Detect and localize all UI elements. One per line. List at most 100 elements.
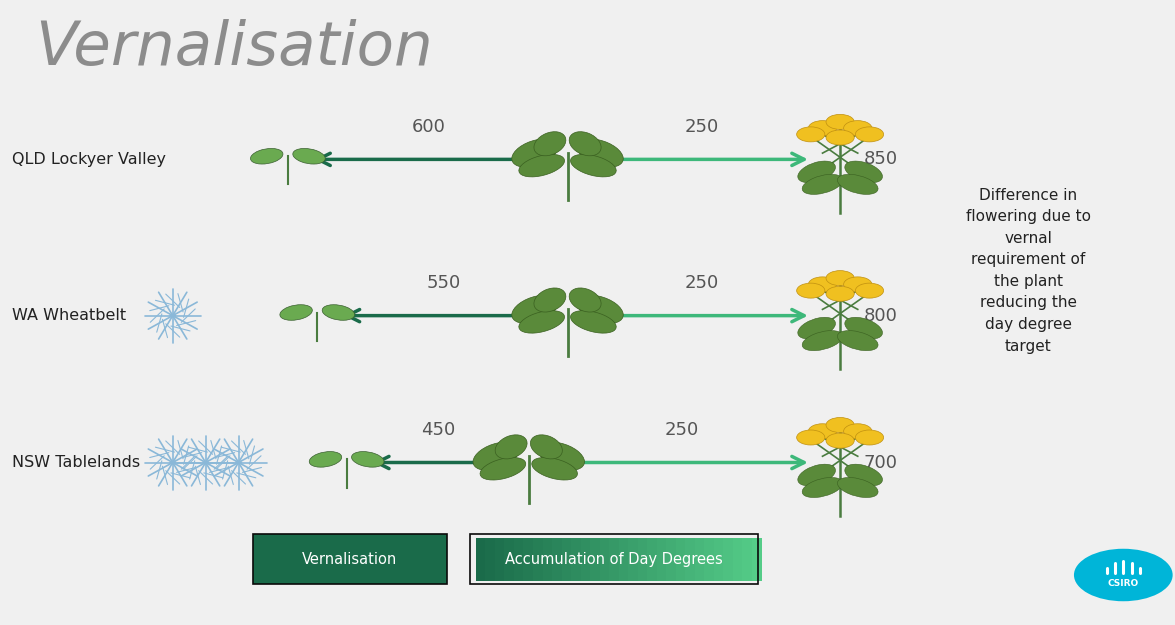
Ellipse shape xyxy=(798,318,835,339)
FancyBboxPatch shape xyxy=(609,538,619,581)
FancyBboxPatch shape xyxy=(694,538,705,581)
Circle shape xyxy=(235,461,242,464)
Ellipse shape xyxy=(838,478,878,498)
Circle shape xyxy=(169,314,176,318)
FancyBboxPatch shape xyxy=(685,538,696,581)
Ellipse shape xyxy=(532,458,577,480)
Ellipse shape xyxy=(578,139,623,167)
Text: 550: 550 xyxy=(427,274,461,292)
Ellipse shape xyxy=(803,331,842,351)
Text: Vernalisation: Vernalisation xyxy=(35,19,434,78)
FancyBboxPatch shape xyxy=(524,538,533,581)
Text: NSW Tablelands: NSW Tablelands xyxy=(12,455,140,470)
Circle shape xyxy=(808,121,837,136)
Circle shape xyxy=(826,418,854,432)
Circle shape xyxy=(826,114,854,129)
Text: 450: 450 xyxy=(421,421,455,439)
Text: 700: 700 xyxy=(864,454,898,471)
Ellipse shape xyxy=(495,435,528,459)
Ellipse shape xyxy=(474,442,518,470)
FancyBboxPatch shape xyxy=(599,538,610,581)
Circle shape xyxy=(855,127,884,142)
Ellipse shape xyxy=(569,132,602,156)
Circle shape xyxy=(855,283,884,298)
Ellipse shape xyxy=(838,331,878,351)
FancyBboxPatch shape xyxy=(714,538,724,581)
Circle shape xyxy=(202,461,209,464)
FancyBboxPatch shape xyxy=(724,538,734,581)
Ellipse shape xyxy=(838,174,878,194)
Circle shape xyxy=(1074,549,1173,601)
FancyBboxPatch shape xyxy=(513,538,524,581)
Ellipse shape xyxy=(533,288,566,312)
Circle shape xyxy=(797,430,825,445)
Text: Difference in
flowering due to
vernal
requirement of
the plant
reducing the
day : Difference in flowering due to vernal re… xyxy=(966,188,1090,354)
Ellipse shape xyxy=(803,478,842,498)
FancyBboxPatch shape xyxy=(666,538,677,581)
Ellipse shape xyxy=(798,464,835,486)
Ellipse shape xyxy=(512,296,557,323)
Text: 850: 850 xyxy=(864,151,898,168)
Circle shape xyxy=(826,130,854,145)
FancyBboxPatch shape xyxy=(533,538,543,581)
Ellipse shape xyxy=(569,288,602,312)
Text: 800: 800 xyxy=(864,307,898,324)
FancyBboxPatch shape xyxy=(485,538,496,581)
Text: WA Wheatbelt: WA Wheatbelt xyxy=(12,308,126,323)
FancyBboxPatch shape xyxy=(504,538,515,581)
Ellipse shape xyxy=(845,161,882,182)
Ellipse shape xyxy=(533,132,566,156)
Text: 600: 600 xyxy=(412,118,445,136)
Ellipse shape xyxy=(280,305,313,320)
Ellipse shape xyxy=(845,318,882,339)
Ellipse shape xyxy=(293,149,325,164)
Ellipse shape xyxy=(481,458,525,480)
Text: Accumulation of Day Degrees: Accumulation of Day Degrees xyxy=(505,552,723,567)
Ellipse shape xyxy=(803,174,842,194)
FancyBboxPatch shape xyxy=(619,538,629,581)
Text: CSIRO: CSIRO xyxy=(1108,579,1139,588)
Circle shape xyxy=(826,271,854,286)
Circle shape xyxy=(808,277,837,292)
Circle shape xyxy=(826,433,854,448)
Ellipse shape xyxy=(539,442,584,470)
FancyBboxPatch shape xyxy=(580,538,591,581)
Circle shape xyxy=(855,430,884,445)
FancyBboxPatch shape xyxy=(562,538,572,581)
Circle shape xyxy=(844,424,872,439)
Circle shape xyxy=(797,127,825,142)
Ellipse shape xyxy=(571,154,616,177)
Ellipse shape xyxy=(250,149,283,164)
FancyBboxPatch shape xyxy=(704,538,714,581)
Circle shape xyxy=(169,461,176,464)
FancyBboxPatch shape xyxy=(495,538,505,581)
Ellipse shape xyxy=(519,154,564,177)
Ellipse shape xyxy=(571,311,616,333)
FancyBboxPatch shape xyxy=(253,534,446,584)
FancyBboxPatch shape xyxy=(590,538,600,581)
FancyBboxPatch shape xyxy=(743,538,753,581)
Circle shape xyxy=(826,286,854,301)
Text: QLD Lockyer Valley: QLD Lockyer Valley xyxy=(12,152,166,167)
FancyBboxPatch shape xyxy=(752,538,763,581)
Text: Vernalisation: Vernalisation xyxy=(302,552,397,567)
Ellipse shape xyxy=(578,296,623,323)
Ellipse shape xyxy=(322,305,355,320)
FancyBboxPatch shape xyxy=(647,538,658,581)
Ellipse shape xyxy=(512,139,557,167)
Ellipse shape xyxy=(519,311,564,333)
Ellipse shape xyxy=(845,464,882,486)
FancyBboxPatch shape xyxy=(571,538,582,581)
FancyBboxPatch shape xyxy=(657,538,667,581)
Ellipse shape xyxy=(798,161,835,182)
FancyBboxPatch shape xyxy=(543,538,553,581)
Circle shape xyxy=(808,424,837,439)
Text: 250: 250 xyxy=(685,118,719,136)
FancyBboxPatch shape xyxy=(733,538,744,581)
FancyBboxPatch shape xyxy=(676,538,686,581)
Text: 250: 250 xyxy=(685,274,719,292)
Circle shape xyxy=(844,121,872,136)
Text: 250: 250 xyxy=(664,421,699,439)
FancyBboxPatch shape xyxy=(629,538,638,581)
FancyBboxPatch shape xyxy=(476,538,486,581)
